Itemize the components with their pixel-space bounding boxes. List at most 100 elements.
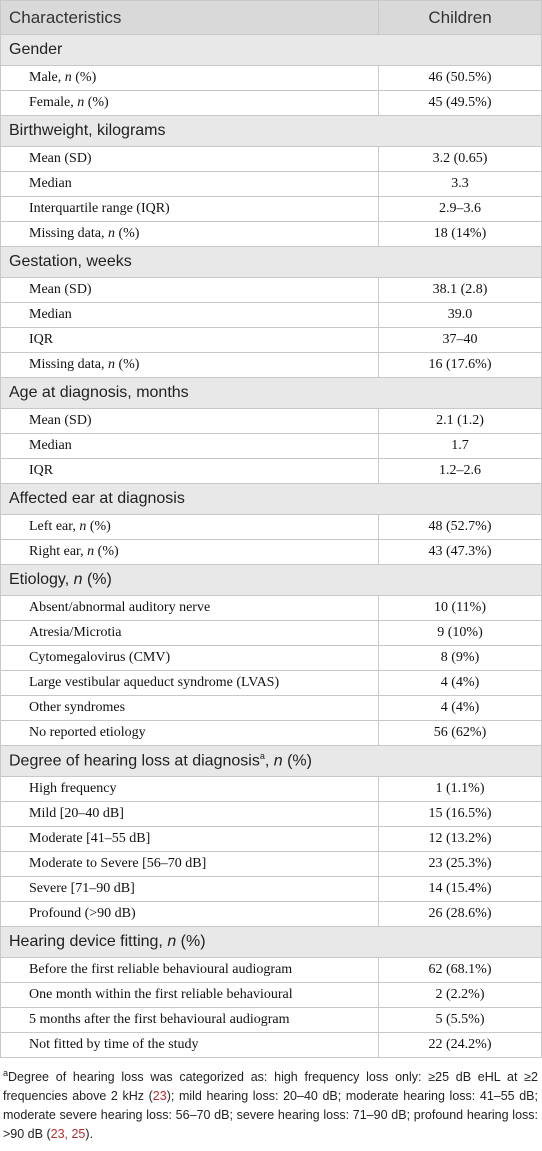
section-title: Etiology, n (%)	[9, 571, 112, 588]
row-value: 10 (11%)	[378, 595, 542, 621]
row-value: 38.1 (2.8)	[378, 277, 542, 303]
section-title-rest: , n (%)	[264, 752, 312, 770]
data-row: 5 months after the first behavioural aud…	[0, 1007, 542, 1033]
row-label: Right ear, n (%)	[0, 539, 379, 565]
data-row: Moderate [41–55 dB] 12 (13.2%)	[0, 826, 542, 852]
data-row: Mild [20–40 dB] 15 (16.5%)	[0, 801, 542, 827]
section-title: Birthweight, kilograms	[9, 122, 166, 139]
section-row: Hearing device fitting, n (%)	[0, 926, 542, 958]
section-title: Degree of hearing loss at diagnosis	[9, 752, 260, 770]
row-value: 2.9–3.6	[378, 196, 542, 222]
data-row: IQR 37–40	[0, 327, 542, 353]
row-value: 4 (4%)	[378, 670, 542, 696]
data-row: Interquartile range (IQR) 2.9–3.6	[0, 196, 542, 222]
row-label: Male, n (%)	[0, 65, 379, 91]
table-body: Characteristics Children Gender Male, n (…	[0, 0, 542, 1058]
row-value: 8 (9%)	[378, 645, 542, 671]
row-label: Left ear, n (%)	[0, 514, 379, 540]
row-value: 12 (13.2%)	[378, 826, 542, 852]
row-label: Large vestibular aqueduct syndrome (LVAS…	[0, 670, 379, 696]
row-label: Not fitted by time of the study	[0, 1032, 379, 1058]
section-title-cell: Affected ear at diagnosis	[0, 483, 542, 515]
row-label: Female, n (%)	[0, 90, 379, 116]
section-title: Gender	[9, 41, 63, 58]
section-title-cell: Gestation, weeks	[0, 246, 542, 278]
row-label: Mean (SD)	[0, 408, 379, 434]
row-label: IQR	[0, 458, 379, 484]
section-title-cell: Etiology, n (%)	[0, 564, 542, 596]
row-value: 5 (5.5%)	[378, 1007, 542, 1033]
data-row: Male, n (%) 46 (50.5%)	[0, 65, 542, 91]
row-label: Absent/abnormal auditory nerve	[0, 595, 379, 621]
data-row: Absent/abnormal auditory nerve 10 (11%)	[0, 595, 542, 621]
row-label: 5 months after the first behavioural aud…	[0, 1007, 379, 1033]
section-row: Age at diagnosis, months	[0, 377, 542, 409]
row-value: 14 (15.4%)	[378, 876, 542, 902]
section-title: Affected ear at diagnosis	[9, 490, 185, 507]
section-row: Degree of hearing loss at diagnosisa, n …	[0, 745, 542, 777]
row-label: Missing data, n (%)	[0, 221, 379, 247]
data-row: Not fitted by time of the study 22 (24.2%…	[0, 1032, 542, 1058]
row-label: Other syndromes	[0, 695, 379, 721]
row-value: 56 (62%)	[378, 720, 542, 746]
row-value: 1.2–2.6	[378, 458, 542, 484]
row-value: 15 (16.5%)	[378, 801, 542, 827]
data-row: Left ear, n (%) 48 (52.7%)	[0, 514, 542, 540]
row-value: 39.0	[378, 302, 542, 328]
section-title-cell: Hearing device fitting, n (%)	[0, 926, 542, 958]
row-label: Atresia/Microtia	[0, 620, 379, 646]
row-value: 23 (25.3%)	[378, 851, 542, 877]
row-label: High frequency	[0, 776, 379, 802]
row-label: No reported etiology	[0, 720, 379, 746]
row-value: 1.7	[378, 433, 542, 459]
row-label: Cytomegalovirus (CMV)	[0, 645, 379, 671]
data-table: Characteristics Children Gender Male, n (…	[0, 0, 542, 1058]
data-row: Severe [71–90 dB] 14 (15.4%)	[0, 876, 542, 902]
data-row: Missing data, n (%) 18 (14%)	[0, 221, 542, 247]
row-label: Moderate to Severe [56–70 dB]	[0, 851, 379, 877]
data-row: Median 1.7	[0, 433, 542, 459]
row-value: 46 (50.5%)	[378, 65, 542, 91]
row-value: 48 (52.7%)	[378, 514, 542, 540]
row-label: Mean (SD)	[0, 277, 379, 303]
footnote-text: Degree of hearing loss was categorized a…	[3, 1070, 538, 1142]
data-row: Mean (SD) 2.1 (1.2)	[0, 408, 542, 434]
section-row: Birthweight, kilograms	[0, 115, 542, 147]
row-value: 22 (24.2%)	[378, 1032, 542, 1058]
section-title: Hearing device fitting, n (%)	[9, 933, 206, 950]
footnote: aDegree of hearing loss was categorized …	[0, 1058, 542, 1144]
data-row: Before the first reliable behavioural au…	[0, 957, 542, 983]
data-row: Mean (SD) 3.2 (0.65)	[0, 146, 542, 172]
row-value: 18 (14%)	[378, 221, 542, 247]
row-value: 37–40	[378, 327, 542, 353]
row-value: 3.2 (0.65)	[378, 146, 542, 172]
data-row: Cytomegalovirus (CMV) 8 (9%)	[0, 645, 542, 671]
data-row: Large vestibular aqueduct syndrome (LVAS…	[0, 670, 542, 696]
section-title-mark: a	[259, 751, 265, 762]
row-value: 3.3	[378, 171, 542, 197]
data-row: High frequency 1 (1.1%)	[0, 776, 542, 802]
section-title: Age at diagnosis, months	[9, 384, 189, 401]
data-row: Profound (>90 dB) 26 (28.6%)	[0, 901, 542, 927]
row-label: IQR	[0, 327, 379, 353]
data-row: One month within the first reliable beha…	[0, 982, 542, 1008]
data-row: Mean (SD) 38.1 (2.8)	[0, 277, 542, 303]
row-value: 16 (17.6%)	[378, 352, 542, 378]
data-row: Median 3.3	[0, 171, 542, 197]
row-value: 2.1 (1.2)	[378, 408, 542, 434]
data-row: Right ear, n (%) 43 (47.3%)	[0, 539, 542, 565]
data-row: Median 39.0	[0, 302, 542, 328]
row-value: 26 (28.6%)	[378, 901, 542, 927]
row-value: 9 (10%)	[378, 620, 542, 646]
section-title-cell: Age at diagnosis, months	[0, 377, 542, 409]
row-label: Missing data, n (%)	[0, 352, 379, 378]
section-title-cell: Birthweight, kilograms	[0, 115, 542, 147]
section-row: Etiology, n (%)	[0, 564, 542, 596]
data-row: Moderate to Severe [56–70 dB] 23 (25.3%)	[0, 851, 542, 877]
row-label: One month within the first reliable beha…	[0, 982, 379, 1008]
data-row: No reported etiology 56 (62%)	[0, 720, 542, 746]
row-value: 2 (2.2%)	[378, 982, 542, 1008]
section-row: Gestation, weeks	[0, 246, 542, 278]
row-label: Moderate [41–55 dB]	[0, 826, 379, 852]
section-title: Gestation, weeks	[9, 253, 132, 270]
